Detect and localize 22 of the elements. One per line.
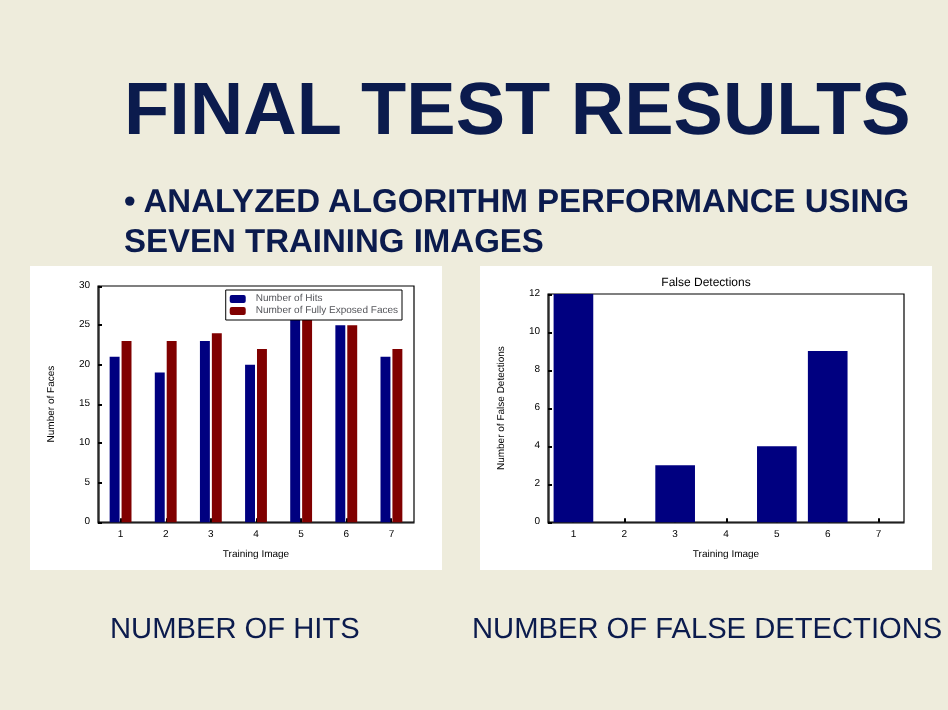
bar (290, 317, 301, 523)
text: • ANALYZED ALGORITHM PERFORMANCE USING SEVEN TRAINING IMAGES (124, 182, 912, 262)
bar (553, 294, 594, 523)
bar (380, 356, 391, 523)
bar (121, 341, 132, 523)
bar (335, 325, 346, 523)
bar (302, 317, 313, 523)
bar (655, 465, 695, 523)
bar (199, 341, 210, 523)
bar (166, 341, 177, 523)
chart-title: FINAL TEST RESULTS (124, 68, 911, 152)
bar (256, 348, 267, 523)
bar (154, 372, 165, 523)
text: NUMBER OF FALSE DETECTIONS (472, 614, 943, 646)
bar (807, 351, 848, 523)
bar (392, 348, 403, 523)
text: NUMBER OF HITS (110, 614, 360, 646)
bar (245, 364, 256, 523)
bar (109, 356, 120, 523)
bar (347, 325, 358, 523)
bar (211, 333, 222, 523)
bar (757, 446, 797, 523)
